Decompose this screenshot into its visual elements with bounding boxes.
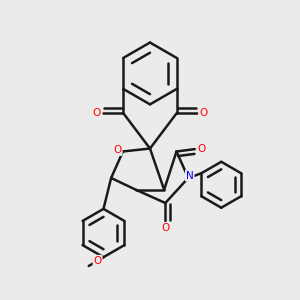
Text: O: O	[113, 145, 122, 155]
Text: O: O	[94, 256, 102, 266]
Text: O: O	[93, 108, 101, 118]
Text: N: N	[186, 171, 194, 181]
Text: O: O	[199, 108, 207, 118]
Text: O: O	[161, 223, 170, 233]
Text: O: O	[197, 144, 206, 154]
